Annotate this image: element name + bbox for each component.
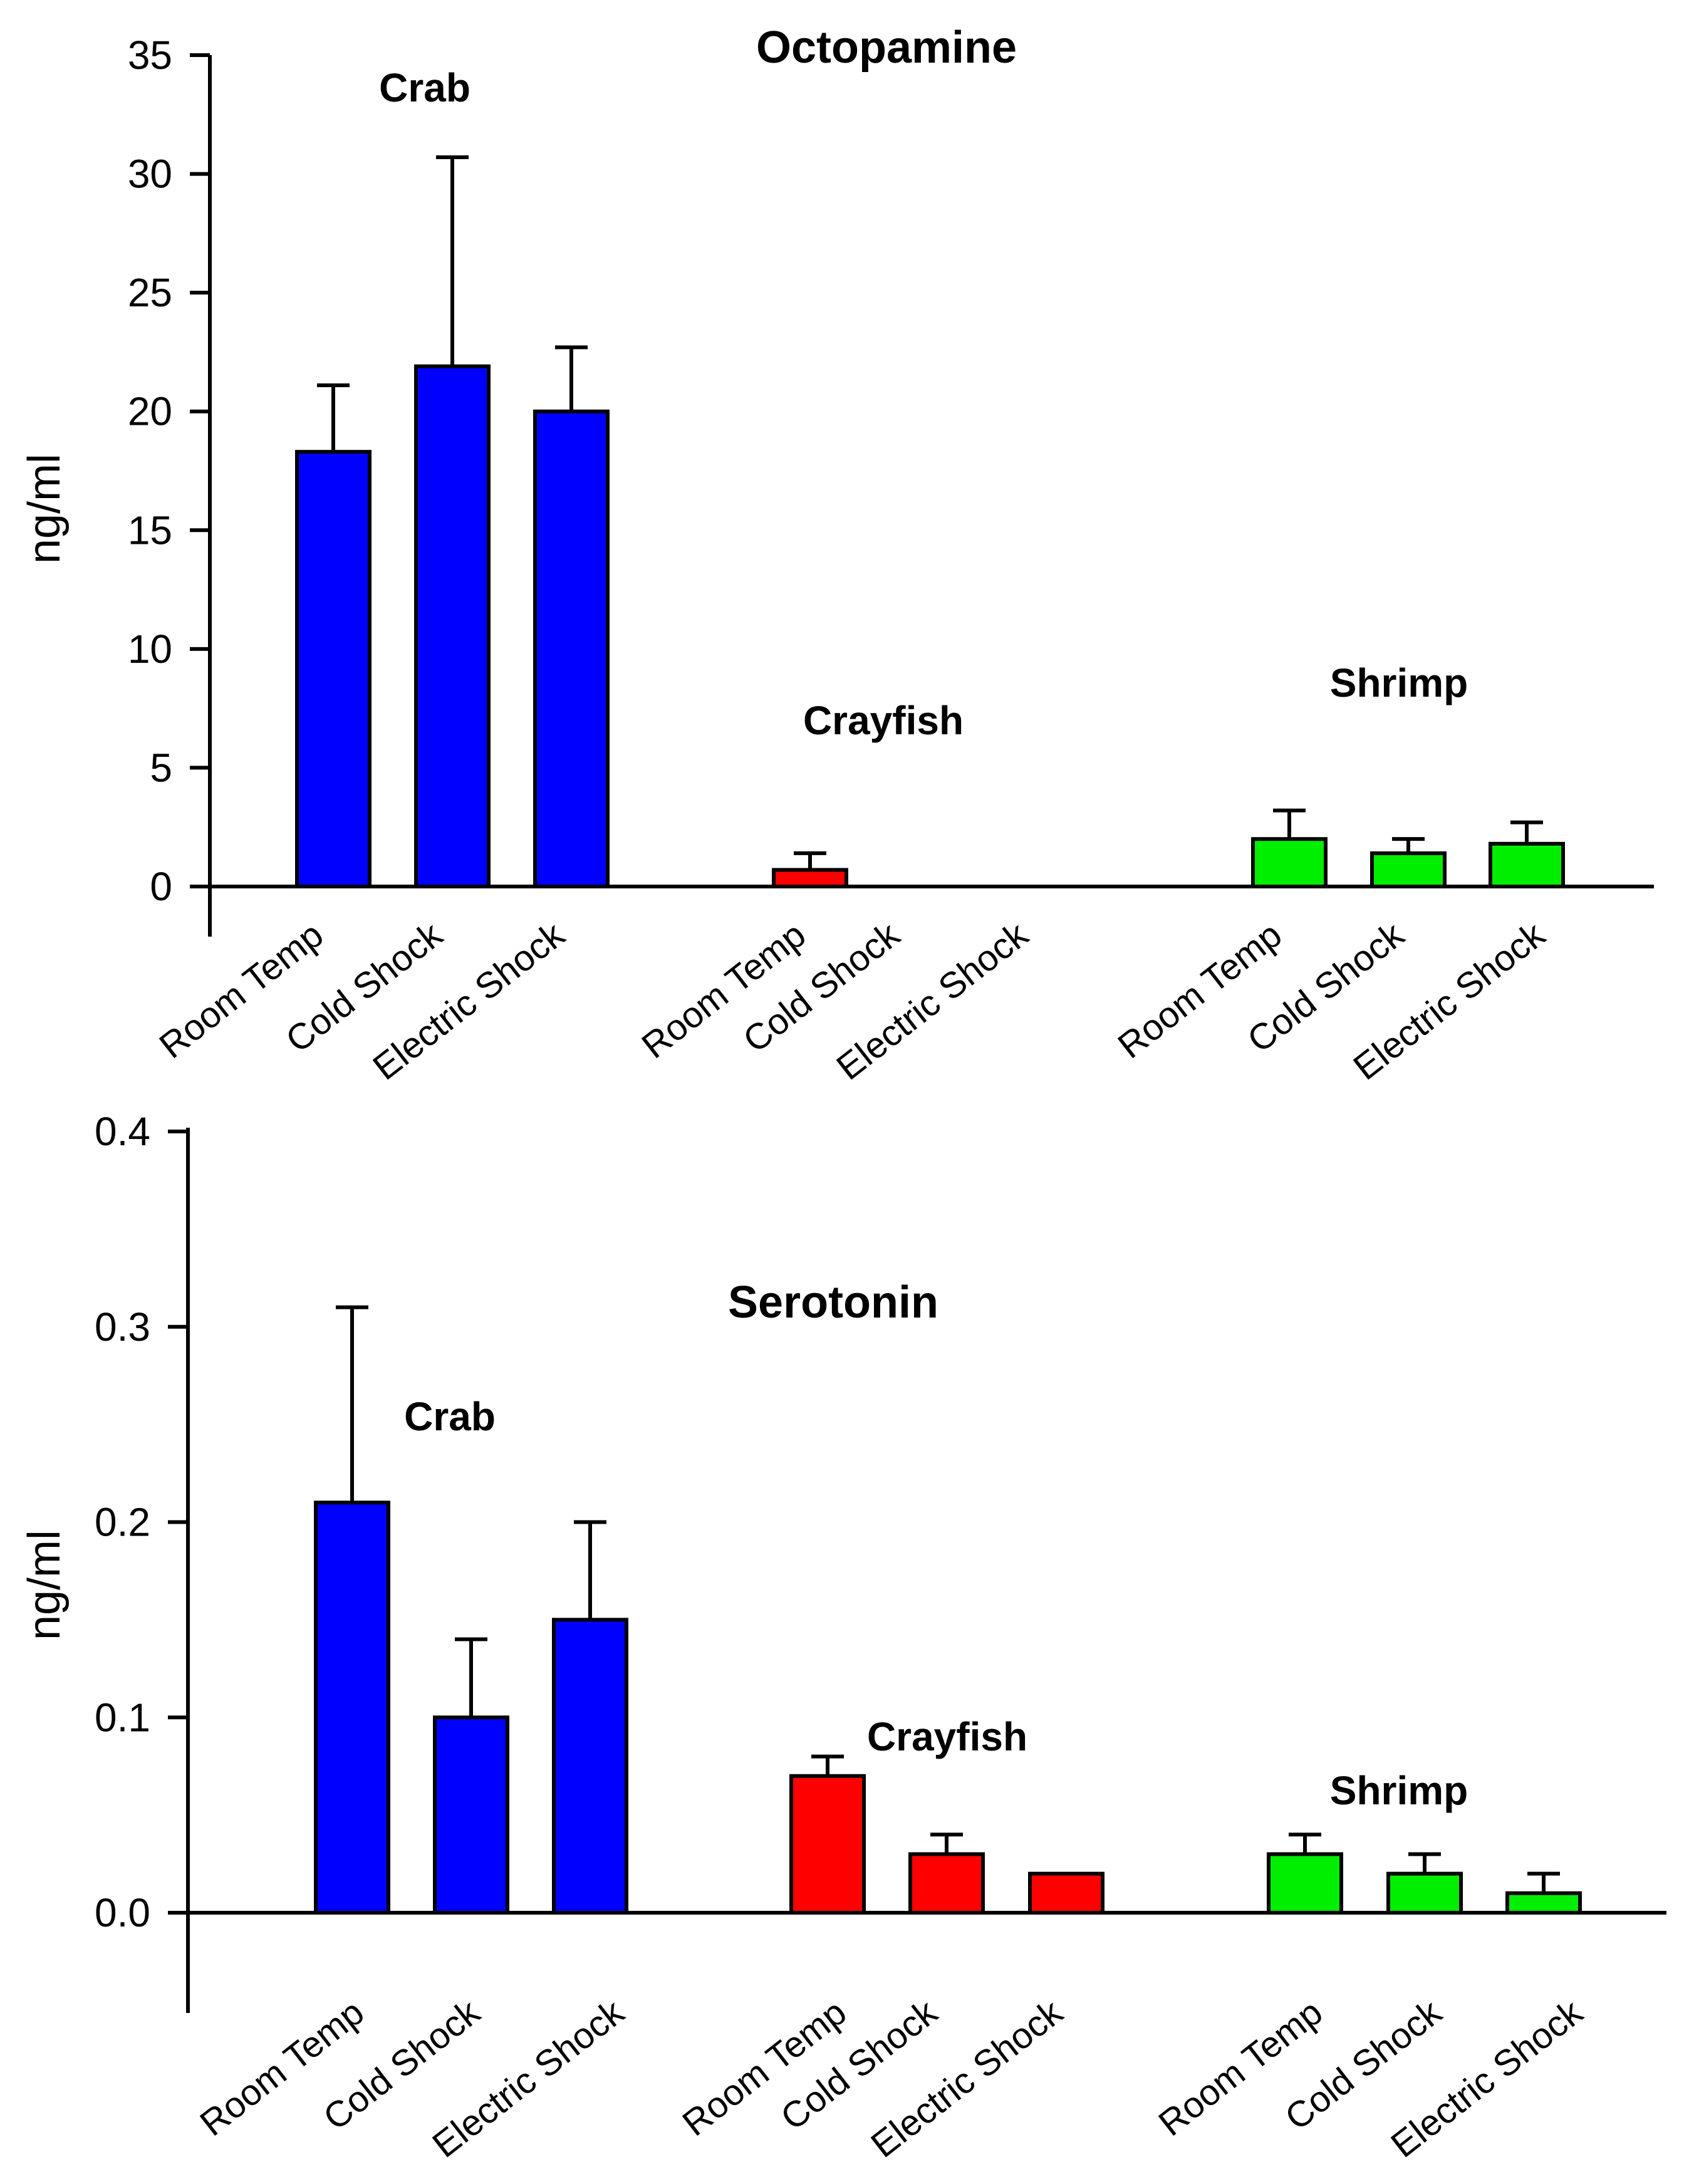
y-axis-label: ng/ml bbox=[19, 1530, 70, 1640]
y-tick-label: 0 bbox=[150, 864, 172, 909]
bar bbox=[1267, 1852, 1343, 1915]
group-label-crab: Crab bbox=[404, 1394, 496, 1439]
y-tick-label: 20 bbox=[128, 389, 172, 434]
bar bbox=[533, 409, 610, 888]
bar bbox=[772, 868, 848, 888]
y-tick-label: 30 bbox=[128, 152, 172, 197]
group-label-crayfish: Crayfish bbox=[803, 698, 964, 743]
group-label-crab: Crab bbox=[379, 65, 470, 110]
bar bbox=[1489, 841, 1565, 888]
y-tick-label: 0.0 bbox=[95, 1890, 150, 1935]
bar bbox=[1505, 1891, 1582, 1915]
y-tick-label: 25 bbox=[128, 270, 172, 315]
group-label-shrimp: Shrimp bbox=[1330, 1768, 1468, 1813]
bar bbox=[789, 1774, 866, 1915]
bar bbox=[1386, 1871, 1463, 1915]
bar bbox=[908, 1852, 985, 1915]
y-tick-label: 10 bbox=[128, 627, 172, 672]
bar bbox=[295, 450, 372, 888]
chart-title: Octopamine bbox=[756, 23, 1017, 73]
y-tick-label: 5 bbox=[150, 745, 172, 790]
group-label-crayfish: Crayfish bbox=[867, 1714, 1027, 1759]
bar bbox=[1370, 851, 1447, 889]
bar bbox=[314, 1500, 390, 1915]
bar bbox=[433, 1715, 509, 1915]
y-axis-label: ng/ml bbox=[19, 454, 70, 564]
bar bbox=[1251, 837, 1328, 888]
y-tick-label: 0.3 bbox=[95, 1304, 150, 1349]
y-tick-label: 15 bbox=[128, 507, 172, 553]
bar bbox=[414, 364, 491, 888]
y-tick-label: 0.4 bbox=[95, 1109, 150, 1154]
chart-title: Serotonin bbox=[728, 1277, 938, 1328]
bar bbox=[552, 1618, 628, 1915]
y-tick-label: 0.2 bbox=[95, 1500, 150, 1545]
bar bbox=[1028, 1871, 1104, 1915]
y-tick-label: 0.1 bbox=[95, 1695, 150, 1740]
y-tick-label: 35 bbox=[128, 33, 172, 78]
group-label-shrimp: Shrimp bbox=[1330, 660, 1468, 705]
